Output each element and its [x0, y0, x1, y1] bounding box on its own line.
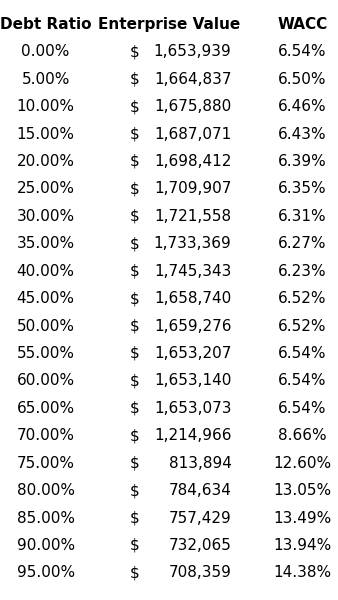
Text: 30.00%: 30.00% [17, 209, 75, 224]
Text: 6.54%: 6.54% [278, 373, 327, 388]
Text: 85.00%: 85.00% [17, 511, 75, 526]
Text: 13.49%: 13.49% [273, 511, 332, 526]
Text: 6.52%: 6.52% [278, 291, 327, 306]
Text: 1,653,207: 1,653,207 [154, 346, 232, 361]
Text: 8.66%: 8.66% [278, 428, 327, 443]
Text: 6.46%: 6.46% [278, 99, 327, 114]
Text: 20.00%: 20.00% [17, 154, 75, 169]
Text: 1,675,880: 1,675,880 [154, 99, 232, 114]
Text: 25.00%: 25.00% [17, 181, 75, 196]
Text: 6.54%: 6.54% [278, 346, 327, 361]
Text: 1,659,276: 1,659,276 [154, 319, 232, 334]
Text: 1,653,073: 1,653,073 [154, 401, 232, 416]
Text: $: $ [130, 401, 140, 416]
Text: 75.00%: 75.00% [17, 455, 75, 470]
Text: 1,709,907: 1,709,907 [154, 181, 232, 196]
Text: 6.39%: 6.39% [278, 154, 327, 169]
Text: 6.35%: 6.35% [278, 181, 327, 196]
Text: 784,634: 784,634 [169, 483, 232, 498]
Text: 708,359: 708,359 [169, 565, 232, 580]
Text: 6.31%: 6.31% [278, 209, 327, 224]
Text: $: $ [130, 236, 140, 251]
Text: 10.00%: 10.00% [17, 99, 75, 114]
Text: 12.60%: 12.60% [273, 455, 332, 470]
Text: 1,653,939: 1,653,939 [154, 44, 232, 59]
Text: 813,894: 813,894 [169, 455, 232, 470]
Text: 50.00%: 50.00% [17, 319, 75, 334]
Text: $: $ [130, 538, 140, 553]
Text: $: $ [130, 181, 140, 196]
Text: 13.94%: 13.94% [273, 538, 332, 553]
Text: $: $ [130, 319, 140, 334]
Text: 6.43%: 6.43% [278, 127, 327, 142]
Text: 35.00%: 35.00% [17, 236, 75, 251]
Text: WACC: WACC [277, 17, 328, 32]
Text: 1,721,558: 1,721,558 [154, 209, 232, 224]
Text: 6.50%: 6.50% [278, 71, 327, 86]
Text: $: $ [130, 99, 140, 114]
Text: 15.00%: 15.00% [17, 127, 75, 142]
Text: 40.00%: 40.00% [17, 263, 75, 278]
Text: 6.54%: 6.54% [278, 401, 327, 416]
Text: 14.38%: 14.38% [273, 565, 332, 580]
Text: $: $ [130, 209, 140, 224]
Text: 1,664,837: 1,664,837 [154, 71, 232, 86]
Text: 1,745,343: 1,745,343 [154, 263, 232, 278]
Text: $: $ [130, 483, 140, 498]
Text: 90.00%: 90.00% [17, 538, 75, 553]
Text: $: $ [130, 511, 140, 526]
Text: $: $ [130, 565, 140, 580]
Text: 757,429: 757,429 [169, 511, 232, 526]
Text: 1,214,966: 1,214,966 [154, 428, 232, 443]
Text: 6.27%: 6.27% [278, 236, 327, 251]
Text: $: $ [130, 428, 140, 443]
Text: 732,065: 732,065 [169, 538, 232, 553]
Text: $: $ [130, 44, 140, 59]
Text: 0.00%: 0.00% [21, 44, 70, 59]
Text: 1,658,740: 1,658,740 [154, 291, 232, 306]
Text: 5.00%: 5.00% [21, 71, 70, 86]
Text: 1,733,369: 1,733,369 [154, 236, 232, 251]
Text: Enterprise Value: Enterprise Value [98, 17, 240, 32]
Text: 60.00%: 60.00% [17, 373, 75, 388]
Text: 65.00%: 65.00% [17, 401, 75, 416]
Text: 1,653,140: 1,653,140 [154, 373, 232, 388]
Text: $: $ [130, 127, 140, 142]
Text: 1,698,412: 1,698,412 [154, 154, 232, 169]
Text: 13.05%: 13.05% [273, 483, 332, 498]
Text: 95.00%: 95.00% [17, 565, 75, 580]
Text: 1,687,071: 1,687,071 [154, 127, 232, 142]
Text: $: $ [130, 291, 140, 306]
Text: $: $ [130, 455, 140, 470]
Text: $: $ [130, 263, 140, 278]
Text: 55.00%: 55.00% [17, 346, 75, 361]
Text: 6.23%: 6.23% [278, 263, 327, 278]
Text: $: $ [130, 346, 140, 361]
Text: 6.54%: 6.54% [278, 44, 327, 59]
Text: 70.00%: 70.00% [17, 428, 75, 443]
Text: $: $ [130, 373, 140, 388]
Text: $: $ [130, 154, 140, 169]
Text: Debt Ratio: Debt Ratio [0, 17, 91, 32]
Text: 6.52%: 6.52% [278, 319, 327, 334]
Text: $: $ [130, 71, 140, 86]
Text: 80.00%: 80.00% [17, 483, 75, 498]
Text: 45.00%: 45.00% [17, 291, 75, 306]
